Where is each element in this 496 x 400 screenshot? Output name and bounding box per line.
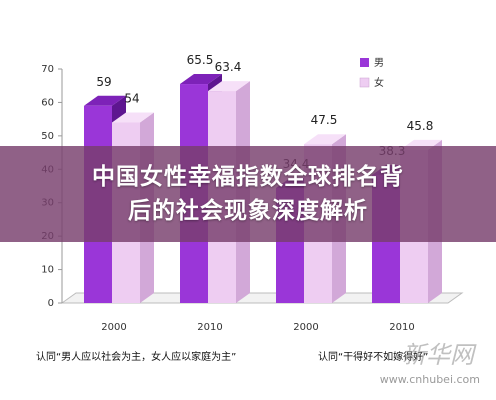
value-label-female: 47.5 <box>311 113 338 127</box>
y-tick-label: 70 <box>41 64 54 75</box>
overlay-title-line-1: 中国女性幸福指数全球排名背 <box>92 164 404 190</box>
legend-swatch <box>360 58 369 67</box>
legend-label: 女 <box>374 76 384 89</box>
y-tick-label: 60 <box>41 97 54 108</box>
watermark-url: www.cnhubei.com <box>379 373 480 386</box>
bar-female-top <box>208 81 250 92</box>
bar-female-top <box>304 134 346 145</box>
overlay-title-line-2: 后的社会现象深度解析 <box>128 198 368 224</box>
bar-female-top <box>112 112 154 123</box>
y-tick-label: 10 <box>41 265 54 276</box>
value-label-female: 45.8 <box>407 119 434 133</box>
value-label-female: 63.4 <box>215 60 242 74</box>
bar-male-top <box>84 95 126 106</box>
legend-swatch <box>359 77 370 88</box>
x-category-label: 2010 <box>389 322 414 333</box>
title-overlay-banner: 中国女性幸福指数全球排名背 后的社会现象深度解析 <box>0 146 496 242</box>
caption-right: 认同“干得好不如嫁得好” <box>318 350 428 363</box>
legend: 男女 <box>359 57 384 89</box>
y-tick-label: 0 <box>48 298 54 309</box>
value-label-female: 54 <box>124 91 139 105</box>
x-category-label: 2010 <box>197 322 222 333</box>
value-label-male: 59 <box>96 75 111 89</box>
legend-label: 男 <box>374 57 384 69</box>
watermark-logo: 新华网 <box>402 341 474 369</box>
x-category-label: 2000 <box>293 322 318 333</box>
value-label-male: 65.5 <box>187 53 214 67</box>
y-tick-label: 50 <box>41 131 54 142</box>
x-category-label: 2000 <box>101 322 126 333</box>
caption-left: 认同“男人应以社会为主，女人应以家庭为主” <box>36 350 236 363</box>
bar-male-top <box>180 74 222 85</box>
